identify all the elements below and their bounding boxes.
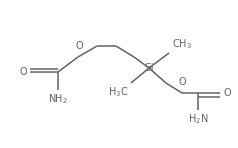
Text: Si: Si <box>144 63 154 73</box>
Text: CH$_3$: CH$_3$ <box>172 37 192 51</box>
Text: H$_2$N: H$_2$N <box>188 112 208 126</box>
Text: H$_3$C: H$_3$C <box>108 85 128 99</box>
Text: O: O <box>223 88 231 98</box>
Text: NH$_2$: NH$_2$ <box>48 92 68 106</box>
Text: O: O <box>75 41 83 51</box>
Text: O: O <box>178 77 186 87</box>
Text: O: O <box>19 67 27 77</box>
